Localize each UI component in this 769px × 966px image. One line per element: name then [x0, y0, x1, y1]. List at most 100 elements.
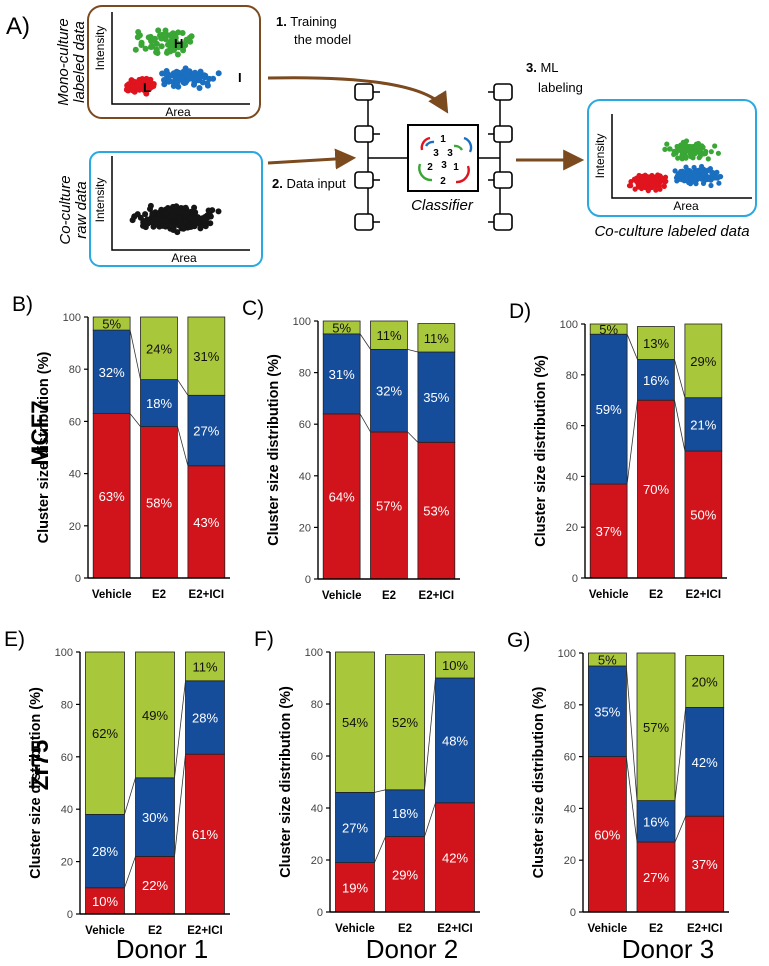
labeled-point-h [699, 143, 705, 149]
bar-segment-h [85, 651, 125, 815]
y-tick-label: 40 [299, 471, 311, 483]
labeled-point-l [636, 172, 642, 179]
bar-segment-h [435, 651, 475, 679]
raw-point [188, 215, 195, 222]
y-tick-label: 40 [564, 803, 576, 815]
x-tick-label: E2 [649, 589, 663, 601]
labeled-point-h [687, 144, 693, 150]
mono-point-i [174, 79, 181, 86]
data-label: 18% [392, 806, 418, 821]
mono-point-h [167, 45, 174, 52]
classifier-digit: 1 [440, 134, 446, 145]
y-tick-label: 100 [305, 647, 323, 659]
mono-point-i [191, 81, 197, 88]
bar-segment-i [335, 792, 375, 864]
bar-segment-l [370, 431, 408, 580]
stacked-bar-chart: F) 19% 27% 54% 29% 18% 52% 42% 48% 10% 0 20 40 60 80 10… [254, 628, 480, 935]
connector-line [626, 400, 638, 485]
connector-line [674, 707, 687, 801]
raw-point [142, 211, 149, 218]
y-tick-label: 100 [560, 319, 578, 331]
labeled-point-h [705, 156, 711, 162]
mono-point-i [164, 70, 171, 77]
labeled-point-h [666, 146, 673, 152]
labeled-point-l [655, 182, 662, 188]
classifier-arc [453, 144, 464, 151]
raw-point [181, 218, 188, 225]
labeled-point-h [701, 151, 707, 157]
labeled-point-i [674, 173, 681, 179]
data-label: 30% [142, 810, 168, 825]
labeled-point-h [680, 139, 686, 145]
row-label-zr75: Zr75 [27, 740, 54, 791]
y-tick-label: 40 [311, 803, 323, 815]
mono-point-i [195, 77, 202, 84]
x-tick-label: E2 [148, 925, 162, 937]
cluster-label-h: H [174, 36, 183, 51]
mono-point-h [153, 40, 160, 47]
co-culture-labeled-xlabel: Area [673, 199, 699, 213]
raw-point [129, 217, 136, 224]
mono-point-h [175, 29, 182, 36]
bar-segment-h [685, 655, 725, 708]
training-arrow [267, 76, 449, 114]
co-culture-raw-axes [111, 156, 250, 251]
raw-point [173, 203, 180, 210]
mono-point-h [134, 34, 141, 41]
bar-segment-l [185, 753, 225, 915]
mono-point-i [165, 78, 172, 85]
mono-point-h [158, 35, 165, 42]
classifier-digit: 3 [433, 148, 439, 159]
raw-point [215, 208, 222, 215]
data-label: 37% [692, 857, 718, 872]
co-culture-raw-xlabel: Area [171, 251, 197, 265]
y-tick-label: 60 [69, 416, 81, 428]
data-label: 57% [643, 720, 669, 735]
data-label: 5% [598, 653, 617, 668]
data-label: 48% [442, 733, 468, 748]
network-node [354, 83, 374, 101]
mono-point-i [196, 85, 203, 91]
y-tick-label: 40 [61, 804, 73, 816]
co-culture-labeled-caption: Co-culture labeled data [594, 223, 749, 240]
data-label: 21% [690, 417, 716, 432]
column-label-donor-3: Donor 3 [622, 934, 715, 964]
co-culture-raw-scatter [129, 202, 222, 236]
data-label: 28% [92, 844, 118, 859]
y-tick-label: 80 [61, 699, 73, 711]
mono-point-h [158, 43, 165, 50]
network-node [493, 83, 513, 101]
bar-segment-l [92, 413, 131, 579]
data-label: 16% [643, 814, 669, 829]
data-label: 22% [142, 878, 168, 893]
data-label: 35% [423, 390, 449, 405]
x-tick-label: E2 [398, 923, 412, 935]
labeled-point-h [680, 144, 686, 150]
data-label: 58% [146, 495, 172, 510]
y-tick-label: 100 [55, 647, 73, 659]
bar-segment-h [588, 652, 627, 667]
stacked-bar-chart: E) 10% 28% 62% 22% 30% 49% 61% 28% 11% 0 20 40 60 80 10… [4, 628, 230, 937]
mono-point-h [174, 51, 181, 58]
mono-point-i [173, 69, 180, 76]
connector-line [674, 359, 686, 398]
cluster-label-i: I [238, 70, 242, 85]
x-tick-label: E2+ICI [419, 590, 454, 602]
panel-label: G) [507, 629, 530, 652]
x-tick-label: E2+ICI [187, 925, 222, 937]
connector-line [359, 333, 371, 350]
raw-point [144, 220, 151, 227]
x-tick-label: E2+ICI [686, 589, 721, 601]
step1-label: 1. Training [276, 14, 337, 29]
mono-point-l [136, 77, 143, 84]
mono-point-i [172, 75, 179, 82]
labeled-point-h [683, 153, 689, 159]
bar-segment-l [637, 399, 675, 579]
co-culture-raw-ylabel: Intensity [93, 178, 107, 223]
mono-point-h [132, 46, 139, 53]
y-tick-label: 20 [69, 521, 81, 533]
y-axis-label: Cluster size distribution (%) [531, 686, 547, 878]
network-node [354, 125, 374, 143]
labeled-point-i [708, 182, 714, 189]
